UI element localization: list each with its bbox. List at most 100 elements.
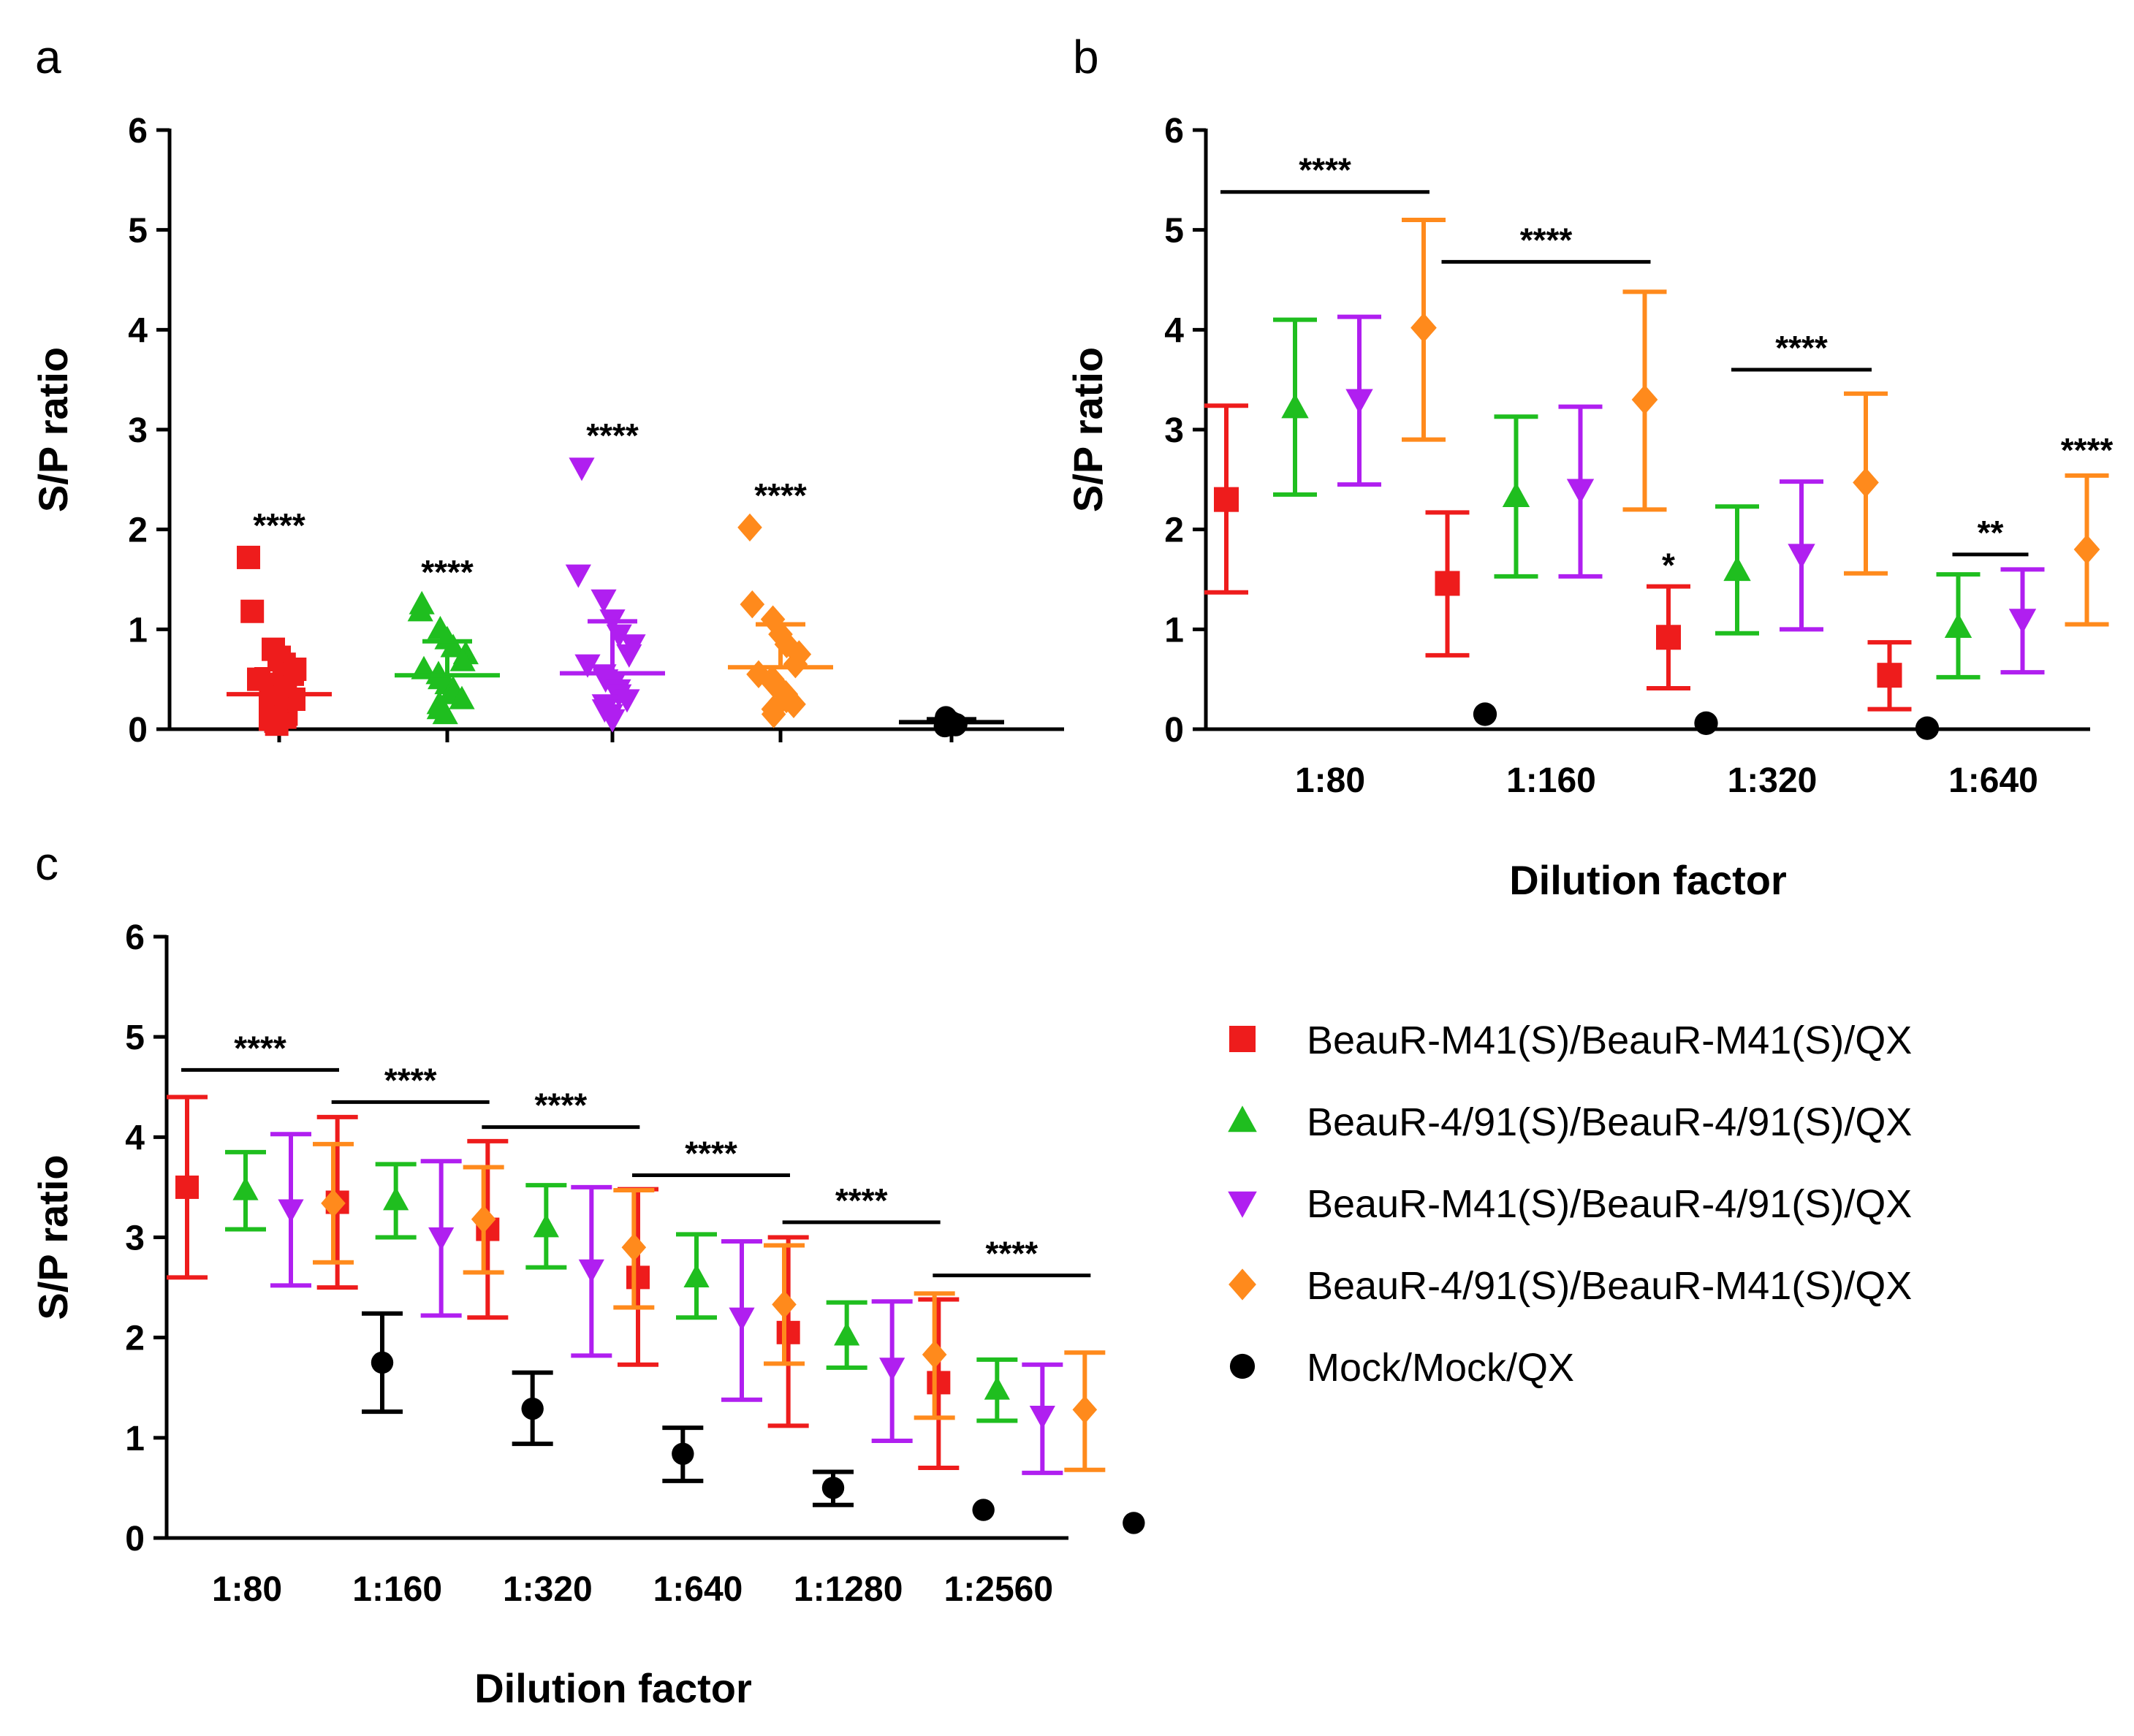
legend-item-3: BeauR-M41(S)/BeauR-4/91(S)/QX xyxy=(1228,1182,1912,1226)
panel-label-a: a xyxy=(35,31,61,83)
legend-item-2: BeauR-4/91(S)/BeauR-4/91(S)/QX xyxy=(1228,1100,1912,1144)
x-axis-title: Dilution factor xyxy=(1509,857,1787,903)
significance-label: **** xyxy=(2061,431,2114,469)
x-tick-label: 1:80 xyxy=(212,1570,282,1609)
y-tick-label: 2 xyxy=(128,511,148,550)
significance-label: **** xyxy=(586,416,639,454)
mean-marker xyxy=(1072,1396,1098,1424)
series-2 xyxy=(225,1149,1018,1423)
y-axis-title: S/P ratio xyxy=(30,347,76,512)
y-axis-title: S/P ratio xyxy=(30,1154,76,1320)
mean-marker xyxy=(927,1371,951,1395)
y-tick-label: 1 xyxy=(1164,611,1184,650)
mean-marker xyxy=(1853,468,1879,498)
y-tick-label: 3 xyxy=(1164,411,1184,450)
mean-marker xyxy=(232,1176,259,1200)
x-tick-label: 1:1280 xyxy=(794,1570,903,1609)
series-3 xyxy=(270,1132,1063,1475)
dot-group-1: **** xyxy=(227,506,332,742)
data-point xyxy=(614,689,640,713)
significance-annotation: ** xyxy=(1952,514,2029,557)
mean-marker xyxy=(371,1351,394,1374)
significance-label: **** xyxy=(253,506,305,544)
y-tick-label: 0 xyxy=(125,1520,145,1558)
y-tick-label: 1 xyxy=(125,1420,145,1458)
mean-marker xyxy=(2008,609,2037,634)
panel-a-chart: 0 1 2 3 4 5 6 S/P ratio **** **** **** **** xyxy=(30,112,1064,750)
data-point xyxy=(591,589,617,613)
mean-marker xyxy=(1029,1406,1055,1430)
dot-group-3: **** xyxy=(560,416,665,742)
y-tick-label: 0 xyxy=(128,711,148,750)
legend-item-4: BeauR-4/91(S)/BeauR-M41(S)/QX xyxy=(1229,1264,1912,1308)
y-tick-label: 6 xyxy=(125,918,145,957)
x-tick-label: 1:640 xyxy=(1948,761,2038,800)
data-point xyxy=(616,644,642,668)
mean-marker xyxy=(776,1320,800,1344)
mean-marker xyxy=(1566,479,1595,504)
data-point xyxy=(740,590,765,619)
mean-marker xyxy=(278,1199,304,1223)
x-tick-label: 1:320 xyxy=(503,1570,593,1609)
x-tick-label: 1:160 xyxy=(352,1570,442,1609)
mean-marker xyxy=(683,1263,710,1287)
significance-annotation: **** xyxy=(632,1134,790,1177)
mean-marker xyxy=(1915,716,1940,740)
significance-label: **** xyxy=(234,1029,286,1067)
y-tick-label: 1 xyxy=(128,611,148,650)
legend-item-1: BeauR-M41(S)/BeauR-M41(S)/QX xyxy=(1229,1019,1912,1062)
mean-marker xyxy=(1877,663,1902,688)
mean-marker xyxy=(821,1477,845,1499)
panel-label-c: c xyxy=(35,837,58,890)
y-tick-label: 5 xyxy=(1164,212,1184,251)
mean-marker xyxy=(922,1340,947,1369)
significance-label: **** xyxy=(421,553,474,591)
y-tick-label: 6 xyxy=(128,112,148,151)
significance-label: **** xyxy=(685,1134,737,1172)
significance-annotation: **** xyxy=(2061,431,2114,469)
mean-marker xyxy=(626,1265,650,1290)
data-point xyxy=(574,654,601,678)
significance-label: **** xyxy=(754,476,807,514)
mean-marker xyxy=(321,1189,346,1218)
mean-marker xyxy=(729,1307,755,1331)
y-tick-label: 2 xyxy=(1164,511,1184,550)
legend-label: BeauR-4/91(S)/BeauR-4/91(S)/QX xyxy=(1307,1100,1912,1144)
data-point xyxy=(599,709,626,733)
significance-annotation: **** xyxy=(1441,221,1651,264)
mean-marker xyxy=(1410,313,1437,343)
significance-label: **** xyxy=(835,1181,888,1219)
mean-marker xyxy=(1435,571,1460,596)
significance-label: **** xyxy=(1520,221,1573,259)
significance-label: **** xyxy=(1299,151,1351,189)
significance-annotation: **** xyxy=(181,1029,339,1072)
y-tick-label: 3 xyxy=(128,411,148,450)
mean-marker xyxy=(672,1442,694,1465)
mean-marker xyxy=(1656,625,1681,650)
significance-label: **** xyxy=(986,1235,1038,1273)
mean-marker xyxy=(1694,711,1718,735)
y-axis-title: S/P ratio xyxy=(1065,347,1111,512)
legend-label: BeauR-4/91(S)/BeauR-M41(S)/QX xyxy=(1307,1264,1912,1308)
data-point xyxy=(565,564,591,588)
significance-annotation: **** xyxy=(482,1086,640,1130)
mean-marker xyxy=(1631,384,1658,415)
mean-marker xyxy=(383,1187,409,1211)
data-point xyxy=(737,513,762,542)
significance-label: **** xyxy=(535,1086,588,1124)
dot-group-5 xyxy=(899,706,1004,742)
data-point xyxy=(783,650,808,679)
data-point xyxy=(407,598,433,622)
mean-marker xyxy=(428,1227,455,1251)
mean-marker xyxy=(521,1397,544,1420)
legend-marker xyxy=(1229,1026,1256,1052)
significance-label: **** xyxy=(384,1061,437,1099)
significance-annotation: **** xyxy=(933,1235,1091,1278)
y-tick-label: 0 xyxy=(1164,711,1184,750)
significance-annotation: * xyxy=(1662,546,1675,584)
mean-marker xyxy=(1502,482,1530,508)
mean-marker xyxy=(1281,393,1309,419)
x-tick-label: 1:80 xyxy=(1295,761,1365,800)
legend: BeauR-M41(S)/BeauR-M41(S)/QX BeauR-4/91(S… xyxy=(1228,1019,1912,1390)
